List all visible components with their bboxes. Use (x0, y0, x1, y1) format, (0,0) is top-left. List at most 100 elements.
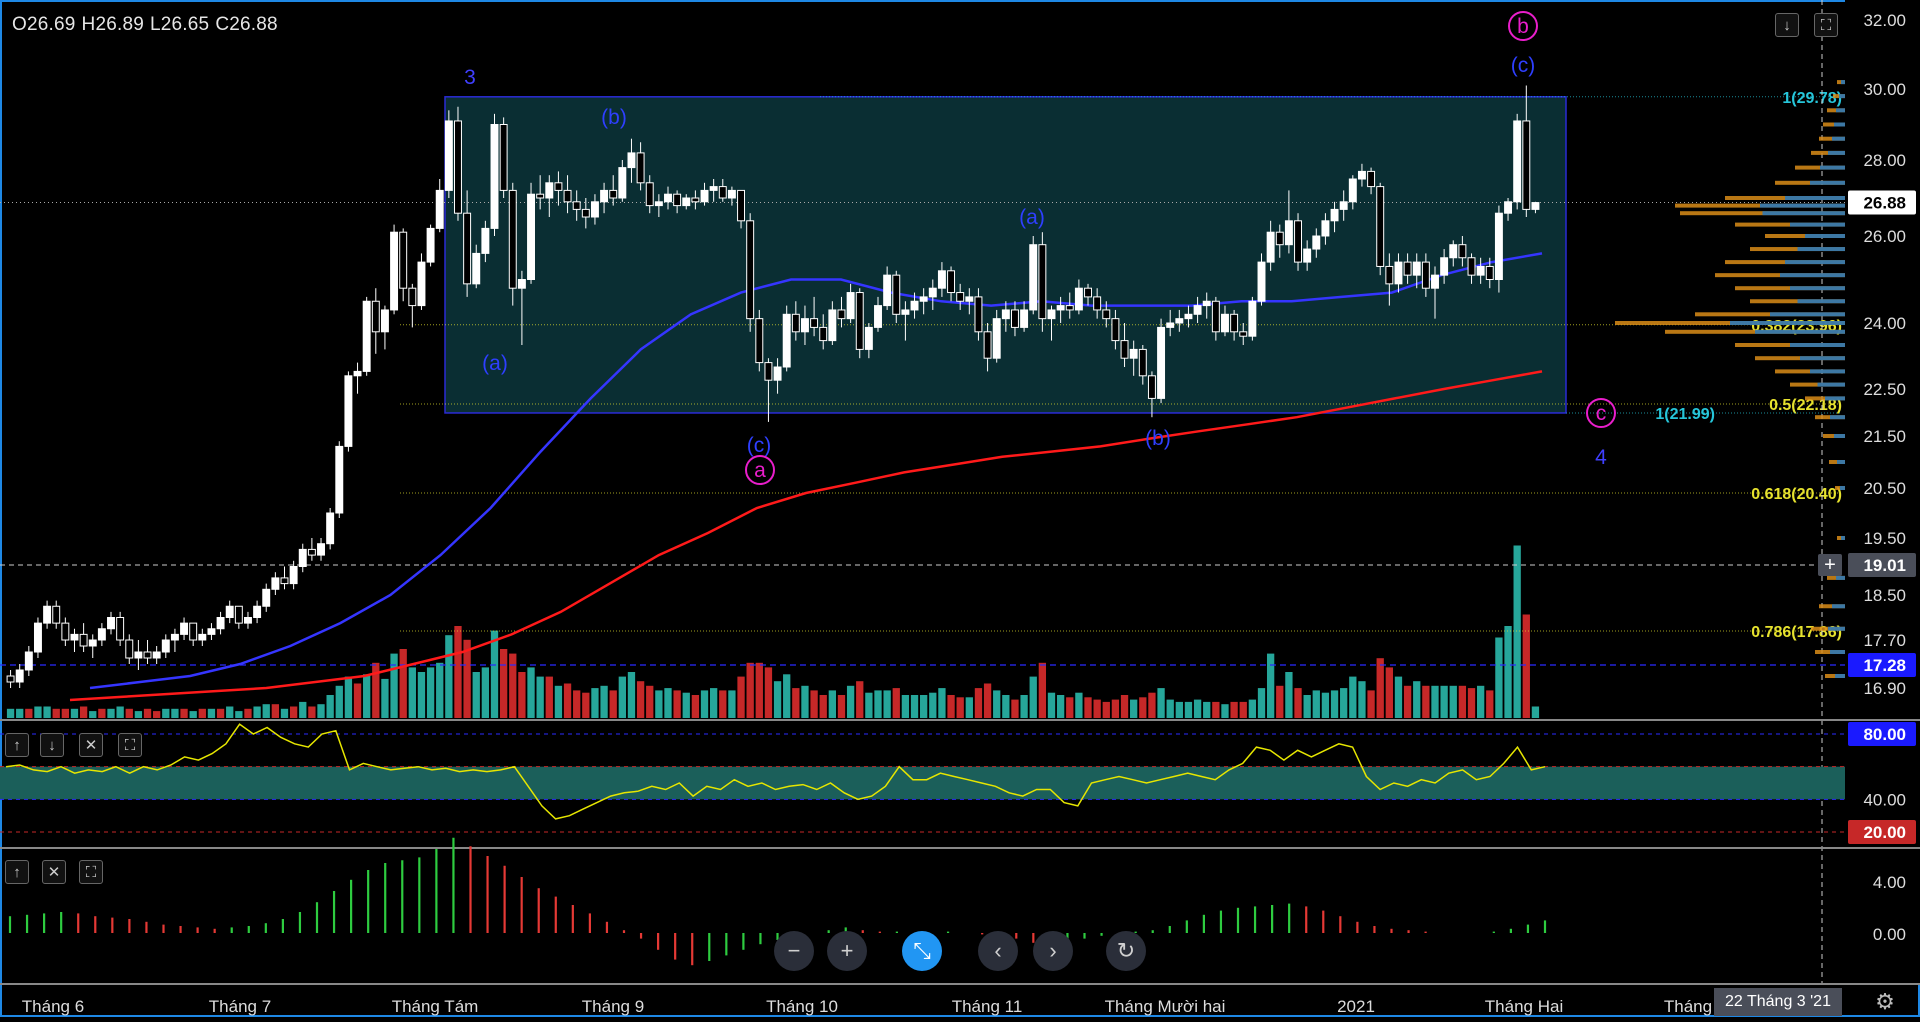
volume-bar (709, 688, 718, 718)
scroll-left-button[interactable]: ‹ (978, 931, 1018, 971)
candle (1330, 208, 1339, 222)
candle (24, 651, 33, 671)
osc-pane-move-up-icon[interactable]: ↑ (5, 860, 29, 884)
volume-bar (1385, 667, 1393, 718)
rsi-line (5, 723, 1546, 820)
volume-bar (819, 695, 827, 718)
candle (956, 292, 965, 302)
wave-label: (b) (601, 106, 627, 129)
volume-bar (509, 653, 517, 718)
zoom-out-button[interactable]: − (774, 931, 814, 971)
volume-profile-bar (1834, 434, 1845, 438)
candle (435, 189, 444, 229)
ohlc-readout: O26.69 H26.89 L26.65 C26.88 (12, 14, 284, 36)
volume-profile-bar (1755, 329, 1845, 334)
volume-bar (1330, 690, 1339, 718)
close-value: C26.88 (215, 14, 278, 35)
volume-bar (326, 695, 334, 718)
reset-chart-button[interactable]: ↻ (1106, 931, 1146, 971)
volume-bar (189, 711, 197, 718)
price-tick-label: 18.50 (1863, 586, 1906, 605)
crosshair-date-readout: 22 Tháng 3 '21 (1714, 988, 1842, 1016)
wave-label-circle (1586, 398, 1616, 428)
candle (819, 326, 828, 342)
volume-bar (901, 695, 910, 718)
volume-bar (828, 690, 837, 718)
candle (791, 313, 800, 333)
candle (864, 326, 873, 350)
volume-bar (262, 704, 270, 718)
volume-bar (1011, 699, 1019, 718)
time-tick-label: Tháng (1664, 997, 1712, 1016)
candle (253, 605, 262, 618)
volume-bar (892, 688, 900, 718)
pane-move-up-icon[interactable]: ↑ (5, 733, 29, 757)
pane-maximize-icon[interactable]: ⛶ (118, 733, 142, 757)
candle (992, 318, 1001, 359)
volume-bar (1367, 690, 1375, 718)
candle (1339, 201, 1348, 210)
candle (1047, 309, 1056, 320)
volume-profile-bar (1837, 460, 1845, 464)
rsi-mid-label: 40.00 (1863, 790, 1906, 809)
volume-bar (116, 706, 124, 718)
candle (1029, 244, 1038, 311)
pane-move-down-icon[interactable]: ↓ (40, 733, 64, 757)
time-tick-label: Tháng 10 (766, 997, 838, 1016)
volume-profile-bar (1832, 604, 1845, 609)
volume-bar (25, 708, 33, 718)
volume-bar (883, 690, 891, 718)
candle (837, 309, 846, 320)
osc-pane-maximize-icon[interactable]: ⛶ (79, 860, 103, 884)
candle (1102, 309, 1111, 320)
candle (1001, 309, 1010, 320)
reset-scale-button[interactable]: ⤡ (902, 931, 942, 971)
volume-bar (1495, 637, 1503, 718)
candle (1513, 120, 1522, 203)
gear-icon[interactable]: ⚙ (1875, 989, 1895, 1014)
candle (116, 617, 125, 641)
candle (499, 124, 508, 191)
candle (618, 167, 627, 199)
volume-bar (1166, 699, 1174, 718)
volume-bar (417, 672, 426, 718)
price-tick-label: 28.00 (1863, 151, 1906, 170)
candle (855, 292, 864, 350)
volume-bar (609, 690, 617, 718)
volume-bar (244, 708, 252, 718)
time-tick-label: Tháng Tám (392, 997, 479, 1016)
volume-bar (1075, 692, 1083, 718)
price-tick-label: 32.00 (1863, 11, 1906, 30)
scroll-right-button[interactable]: › (1033, 931, 1073, 971)
volume-bar (929, 692, 937, 718)
candle (682, 197, 691, 207)
candle (1403, 261, 1412, 276)
volume-profile-bar (1790, 343, 1845, 347)
volume-bar (1531, 706, 1540, 718)
volume-bar (563, 683, 572, 718)
candle (545, 182, 554, 199)
candle (773, 366, 782, 381)
candle (6, 675, 15, 683)
volume-bar (454, 626, 462, 718)
volume-bar (1467, 688, 1476, 718)
pane-close-icon[interactable]: ✕ (79, 733, 103, 757)
arrow-down-icon[interactable]: ↓ (1775, 13, 1799, 37)
volume-bar (1193, 699, 1202, 718)
volume-bar (1294, 688, 1302, 718)
volume-profile-bar (1830, 650, 1845, 654)
volume-bar (235, 711, 243, 718)
candle (189, 622, 198, 641)
rsi-lower-tag-bg (1848, 820, 1916, 844)
fullscreen-icon[interactable]: ⛶ (1814, 13, 1838, 37)
zoom-in-button[interactable]: + (827, 931, 867, 971)
osc-pane-close-icon[interactable]: ✕ (42, 860, 66, 884)
volume-bar (16, 708, 24, 718)
volume-bar (408, 667, 416, 718)
candle (1294, 220, 1302, 263)
candle (755, 318, 764, 364)
volume-bar (363, 674, 371, 718)
volume-bar (764, 667, 773, 718)
